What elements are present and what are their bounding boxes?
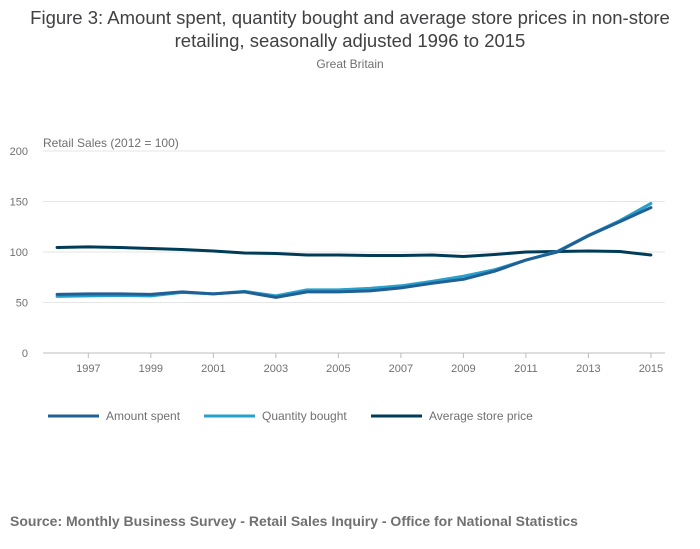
chart-title: Figure 3: Amount spent, quantity bought … <box>30 7 670 51</box>
legend-label: Average store price <box>429 409 533 423</box>
y-axis-ticks: 0 50 100 150 200 <box>10 146 28 360</box>
y-tick-label: 100 <box>10 247 28 259</box>
x-tick-label: 2003 <box>264 363 288 375</box>
series-lines <box>55 202 653 299</box>
x-tick-label: 2011 <box>514 363 538 375</box>
y-tick-label: 50 <box>16 298 28 310</box>
x-tick-label: 2015 <box>639 363 663 375</box>
x-tick-label: 2009 <box>451 363 475 375</box>
x-axis-ticks: 1997 1999 2001 2003 2005 2007 2009 2011 2013 2015 <box>76 353 663 375</box>
x-tick-label: 1997 <box>76 363 100 375</box>
x-tick-label: 2013 <box>576 363 600 375</box>
y-tick-label: 0 <box>22 348 28 360</box>
x-tick-label: 1999 <box>139 363 163 375</box>
legend-label: Amount spent <box>106 409 181 423</box>
chart-subtitle: Great Britain <box>316 57 384 71</box>
y-axis-label: Retail Sales (2012 = 100) <box>43 136 179 150</box>
x-tick-label: 2001 <box>201 363 225 375</box>
y-tick-label: 150 <box>10 197 28 209</box>
series-line-amount-spent <box>55 206 653 299</box>
legend-label: Quantity bought <box>262 409 347 423</box>
y-tick-label: 200 <box>10 146 28 158</box>
x-tick-label: 2007 <box>389 363 413 375</box>
x-tick-label: 2005 <box>326 363 350 375</box>
gridlines <box>43 150 665 354</box>
legend: Amount spent Quantity bought Average store… <box>48 409 533 423</box>
source-note: Source: Monthly Business Survey - Retail… <box>10 513 578 529</box>
